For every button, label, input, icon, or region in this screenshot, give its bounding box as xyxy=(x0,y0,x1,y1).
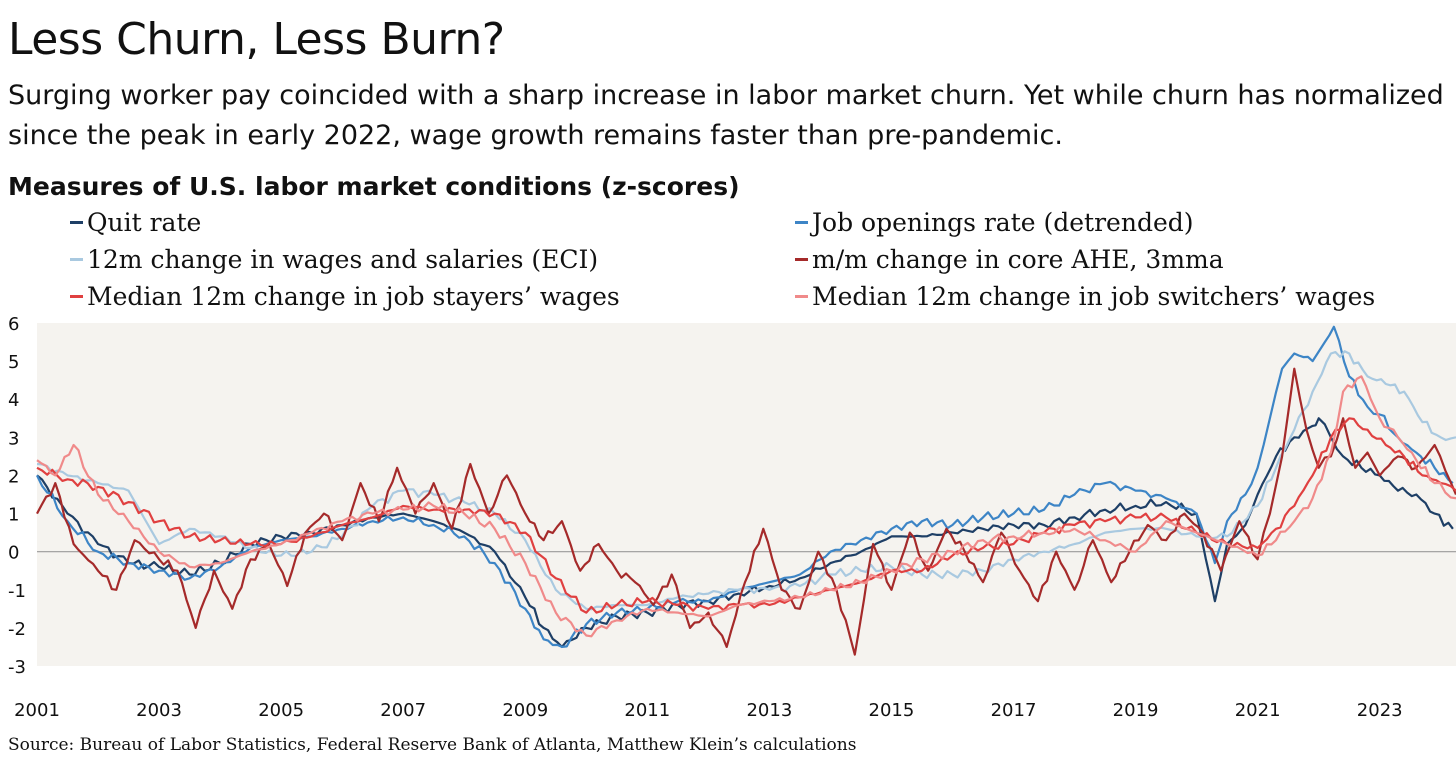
legend-swatch xyxy=(795,295,808,298)
x-tick-label: 2021 xyxy=(1235,700,1281,721)
legend-swatch xyxy=(70,258,83,261)
legend-swatch xyxy=(795,221,808,224)
legend-item: m/m change in core AHE, 3mma xyxy=(795,245,1224,274)
x-tick-label: 2007 xyxy=(380,700,426,721)
legend-item: Quit rate xyxy=(70,208,201,237)
y-tick-label: -2 xyxy=(8,619,26,640)
legend-item: 12m change in wages and salaries (ECI) xyxy=(70,245,598,274)
series-line-4 xyxy=(36,367,1456,656)
legend-label: Job openings rate (detrended) xyxy=(812,208,1194,237)
y-tick-label: 3 xyxy=(8,428,19,449)
legend-swatch xyxy=(70,221,83,224)
plot-area xyxy=(37,323,1456,666)
y-tick-label: -3 xyxy=(8,657,26,678)
legend-item: Median 12m change in job switchers’ wage… xyxy=(795,282,1375,311)
legend-swatch xyxy=(795,258,808,261)
x-tick-label: 2003 xyxy=(136,700,182,721)
legend-label: 12m change in wages and salaries (ECI) xyxy=(87,245,599,274)
y-tick-label: 6 xyxy=(8,314,19,335)
y-tick-label: 5 xyxy=(8,352,19,373)
x-tick-label: 2005 xyxy=(258,700,304,721)
x-tick-label: 2013 xyxy=(746,700,792,721)
x-tick-label: 2009 xyxy=(502,700,548,721)
chart-title: Measures of U.S. labor market conditions… xyxy=(8,172,740,201)
line-chart: 6 5 4 3 2 1 0 -1 -2 -3 2001 2003 2005 2007 2009 2011 201… xyxy=(8,314,1456,721)
legend-label: Quit rate xyxy=(87,208,202,237)
legend-swatch xyxy=(70,295,83,298)
x-tick-label: 2019 xyxy=(1113,700,1159,721)
page-title: Less Churn, Less Burn? xyxy=(8,14,505,65)
series-line-3 xyxy=(36,350,1456,611)
series-line-1 xyxy=(36,417,1454,648)
y-tick-label: -1 xyxy=(8,581,26,602)
legend-label: Median 12m change in job stayers’ wages xyxy=(87,282,620,311)
y-tick-label: 1 xyxy=(8,505,19,526)
page-subtitle: Surging worker pay coincided with a shar… xyxy=(8,80,1444,151)
legend-item: Median 12m change in job stayers’ wages xyxy=(70,282,620,311)
legend-label: Median 12m change in job switchers’ wage… xyxy=(812,282,1376,311)
source-note: Source: Bureau of Labor Statistics, Fede… xyxy=(8,735,857,755)
series-line-6 xyxy=(36,375,1456,638)
x-tick-label: 2017 xyxy=(991,700,1037,721)
legend-item: Job openings rate (detrended) xyxy=(795,208,1194,237)
legend-label: m/m change in core AHE, 3mma xyxy=(812,245,1224,274)
y-tick-label: 4 xyxy=(8,390,19,411)
x-tick-label: 2015 xyxy=(869,700,915,721)
x-tick-label: 2023 xyxy=(1357,700,1403,721)
y-tick-label: 2 xyxy=(8,466,19,487)
y-tick-label: 0 xyxy=(8,543,19,564)
x-tick-label: 2011 xyxy=(624,700,670,721)
x-tick-label: 2001 xyxy=(14,700,60,721)
